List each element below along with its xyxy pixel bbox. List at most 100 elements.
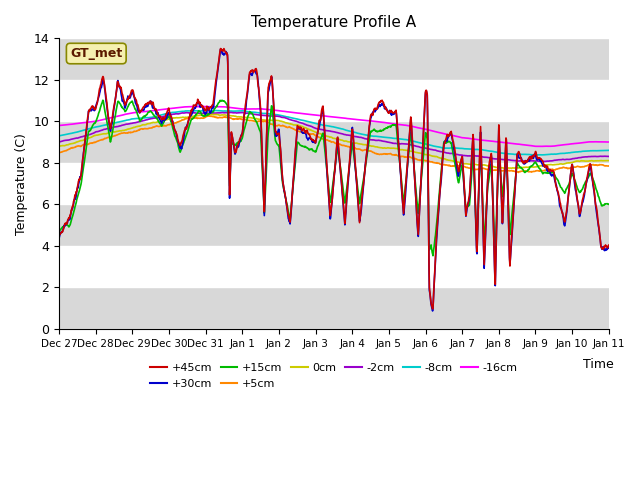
- -16cm: [605, 139, 612, 145]
- +45cm: [464, 201, 472, 206]
- -8cm: [598, 148, 606, 154]
- +15cm: [464, 203, 472, 209]
- Line: -2cm: -2cm: [59, 112, 609, 161]
- -16cm: [545, 144, 552, 149]
- +5cm: [310, 131, 317, 137]
- Line: +30cm: +30cm: [59, 49, 609, 311]
- +30cm: [141, 104, 149, 110]
- -2cm: [227, 109, 234, 115]
- 0cm: [204, 111, 212, 117]
- -8cm: [141, 115, 149, 120]
- -8cm: [545, 152, 552, 157]
- -2cm: [320, 127, 328, 133]
- Bar: [59, 204, 609, 246]
- -8cm: [205, 108, 212, 113]
- +30cm: [605, 244, 612, 250]
- -2cm: [55, 139, 63, 145]
- -2cm: [464, 153, 472, 159]
- 0cm: [55, 144, 63, 149]
- +45cm: [310, 138, 317, 144]
- -2cm: [545, 158, 552, 164]
- 0cm: [320, 132, 328, 138]
- +15cm: [545, 170, 552, 176]
- 0cm: [598, 158, 606, 164]
- +45cm: [429, 306, 436, 312]
- +5cm: [464, 165, 472, 171]
- Bar: [59, 38, 609, 80]
- Line: -16cm: -16cm: [59, 107, 609, 146]
- +30cm: [545, 167, 552, 173]
- -2cm: [141, 117, 149, 123]
- +5cm: [204, 113, 212, 119]
- Bar: [59, 288, 609, 329]
- -16cm: [141, 108, 149, 114]
- 0cm: [545, 162, 552, 168]
- +5cm: [515, 169, 522, 175]
- +45cm: [598, 246, 606, 252]
- +30cm: [429, 308, 436, 314]
- +5cm: [141, 126, 149, 132]
- +30cm: [310, 139, 317, 145]
- -2cm: [310, 124, 317, 130]
- 0cm: [508, 165, 515, 171]
- +5cm: [605, 163, 612, 169]
- +30cm: [320, 116, 328, 122]
- -8cm: [55, 133, 63, 139]
- +5cm: [545, 167, 552, 172]
- +30cm: [598, 246, 606, 252]
- +45cm: [605, 242, 612, 248]
- 0cm: [310, 128, 317, 134]
- -16cm: [320, 113, 328, 119]
- +5cm: [55, 150, 63, 156]
- -16cm: [464, 135, 472, 141]
- Bar: [59, 80, 609, 121]
- +45cm: [320, 114, 328, 120]
- Bar: [59, 121, 609, 163]
- Line: 0cm: 0cm: [59, 114, 609, 168]
- -2cm: [540, 158, 548, 164]
- +45cm: [545, 167, 552, 172]
- Text: GT_met: GT_met: [70, 47, 122, 60]
- -8cm: [310, 120, 317, 126]
- -2cm: [605, 154, 612, 159]
- +45cm: [141, 102, 149, 108]
- -16cm: [536, 144, 544, 149]
- Title: Temperature Profile A: Temperature Profile A: [252, 15, 417, 30]
- +15cm: [429, 253, 436, 259]
- +15cm: [605, 202, 612, 207]
- +5cm: [320, 136, 328, 142]
- Bar: [59, 163, 609, 204]
- -8cm: [605, 147, 612, 153]
- 0cm: [605, 158, 612, 164]
- -2cm: [598, 154, 606, 159]
- -16cm: [310, 112, 317, 118]
- +5cm: [598, 162, 606, 168]
- +15cm: [320, 136, 328, 142]
- +15cm: [598, 203, 606, 208]
- 0cm: [141, 122, 149, 128]
- +30cm: [55, 235, 63, 241]
- +15cm: [99, 97, 107, 103]
- X-axis label: Time: Time: [584, 358, 614, 371]
- -16cm: [598, 139, 606, 145]
- -16cm: [55, 122, 63, 128]
- Line: +15cm: +15cm: [59, 100, 609, 256]
- Line: +5cm: +5cm: [59, 116, 609, 172]
- +45cm: [55, 232, 63, 238]
- Y-axis label: Temperature (C): Temperature (C): [15, 132, 28, 235]
- +30cm: [217, 46, 225, 52]
- +15cm: [141, 113, 149, 119]
- -8cm: [320, 122, 328, 128]
- +30cm: [464, 200, 472, 206]
- Line: -8cm: -8cm: [59, 110, 609, 155]
- +15cm: [310, 148, 317, 154]
- Legend: +45cm, +30cm, +15cm, +5cm, 0cm, -2cm, -8cm, -16cm: +45cm, +30cm, +15cm, +5cm, 0cm, -2cm, -8…: [146, 359, 522, 393]
- -8cm: [464, 146, 472, 152]
- Bar: [59, 246, 609, 288]
- +15cm: [55, 228, 63, 233]
- -8cm: [532, 152, 540, 158]
- +45cm: [217, 46, 225, 51]
- 0cm: [464, 161, 472, 167]
- Line: +45cm: +45cm: [59, 48, 609, 309]
- -16cm: [198, 104, 206, 109]
